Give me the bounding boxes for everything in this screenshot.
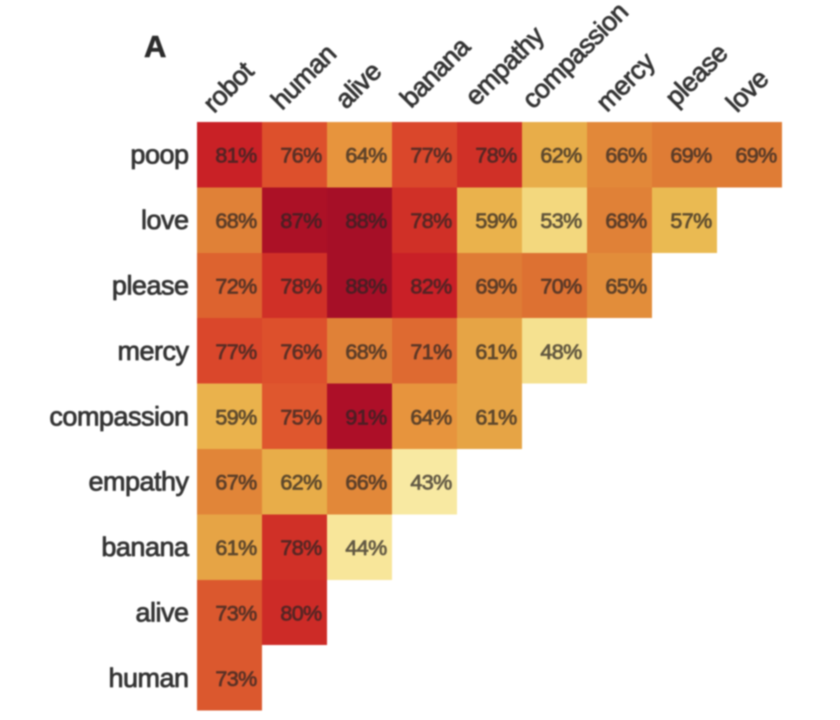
- svg-text:love: love: [141, 205, 189, 235]
- svg-text:68%: 68%: [605, 209, 647, 233]
- svg-text:72%: 72%: [215, 275, 257, 299]
- svg-text:57%: 57%: [670, 209, 712, 233]
- svg-text:66%: 66%: [345, 471, 387, 495]
- svg-text:61%: 61%: [475, 405, 517, 429]
- svg-text:69%: 69%: [475, 275, 517, 299]
- svg-text:78%: 78%: [475, 144, 517, 168]
- svg-text:44%: 44%: [345, 536, 387, 560]
- svg-text:76%: 76%: [280, 340, 322, 364]
- svg-text:A: A: [144, 29, 166, 64]
- svg-text:human: human: [108, 663, 188, 693]
- svg-text:64%: 64%: [410, 405, 452, 429]
- svg-text:61%: 61%: [475, 340, 517, 364]
- svg-text:61%: 61%: [215, 536, 257, 560]
- svg-text:71%: 71%: [410, 340, 452, 364]
- svg-text:69%: 69%: [735, 144, 777, 168]
- svg-text:alive: alive: [135, 598, 188, 628]
- svg-text:65%: 65%: [605, 275, 647, 299]
- svg-text:62%: 62%: [540, 144, 582, 168]
- svg-text:68%: 68%: [215, 209, 257, 233]
- svg-text:91%: 91%: [345, 405, 387, 429]
- svg-text:43%: 43%: [410, 471, 452, 495]
- svg-text:64%: 64%: [345, 144, 387, 168]
- svg-text:69%: 69%: [670, 144, 712, 168]
- svg-text:82%: 82%: [410, 275, 452, 299]
- svg-text:70%: 70%: [540, 275, 582, 299]
- svg-text:81%: 81%: [215, 144, 257, 168]
- svg-text:88%: 88%: [345, 275, 387, 299]
- svg-text:59%: 59%: [215, 405, 257, 429]
- svg-text:62%: 62%: [280, 471, 322, 495]
- svg-text:75%: 75%: [280, 405, 322, 429]
- svg-text:76%: 76%: [280, 144, 322, 168]
- svg-text:53%: 53%: [540, 209, 582, 233]
- svg-text:87%: 87%: [280, 209, 322, 233]
- svg-text:77%: 77%: [215, 340, 257, 364]
- svg-text:59%: 59%: [475, 209, 517, 233]
- svg-text:compassion: compassion: [49, 401, 188, 431]
- svg-text:66%: 66%: [605, 144, 647, 168]
- svg-text:78%: 78%: [410, 209, 452, 233]
- svg-text:48%: 48%: [540, 340, 582, 364]
- svg-text:80%: 80%: [280, 602, 322, 626]
- svg-text:77%: 77%: [410, 144, 452, 168]
- svg-text:88%: 88%: [345, 209, 387, 233]
- svg-text:please: please: [112, 271, 189, 301]
- svg-text:banana: banana: [101, 532, 190, 562]
- svg-text:73%: 73%: [215, 667, 257, 691]
- svg-text:mercy: mercy: [118, 336, 190, 366]
- svg-text:78%: 78%: [280, 275, 322, 299]
- svg-text:68%: 68%: [345, 340, 387, 364]
- svg-text:78%: 78%: [280, 536, 322, 560]
- svg-text:poop: poop: [130, 140, 188, 170]
- svg-text:67%: 67%: [215, 471, 257, 495]
- svg-text:73%: 73%: [215, 602, 257, 626]
- svg-text:empathy: empathy: [88, 467, 189, 497]
